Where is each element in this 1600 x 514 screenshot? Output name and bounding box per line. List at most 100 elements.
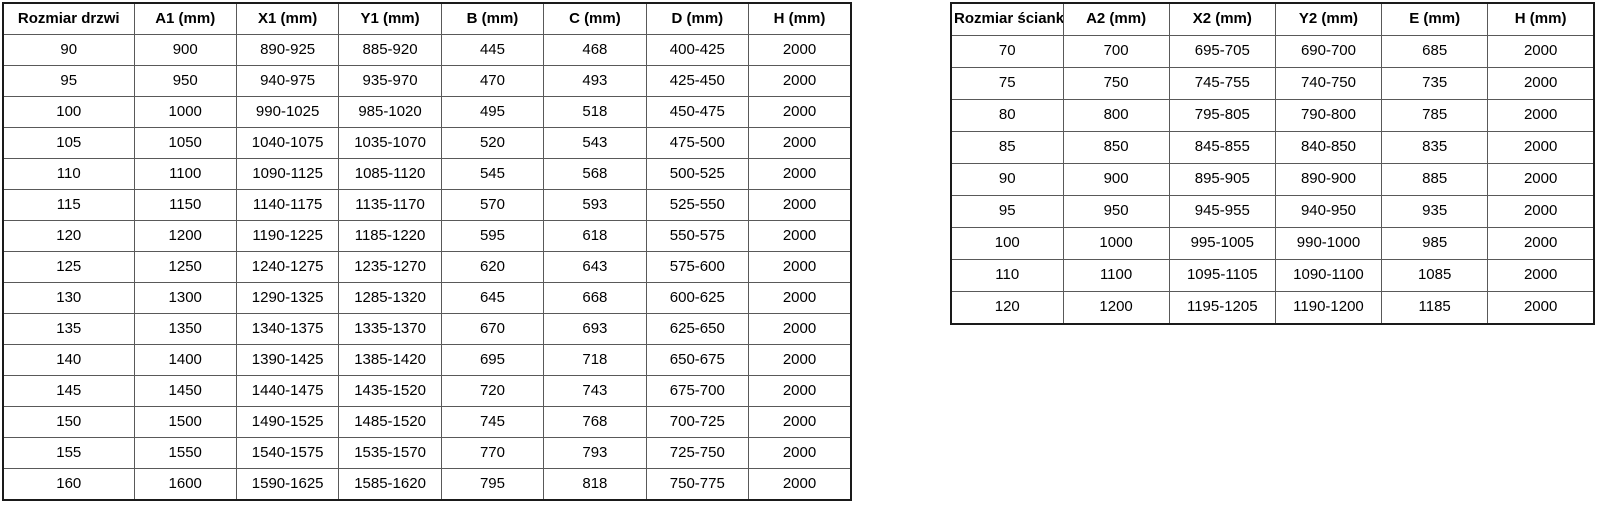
table-cell: 105 xyxy=(2,127,135,159)
table-cell: 1200 xyxy=(133,220,237,252)
table-cell: 2000 xyxy=(1487,195,1595,228)
table-cell: 1435-1520 xyxy=(338,375,442,407)
table-cell: 1585-1620 xyxy=(338,468,442,501)
table-cell: 895-905 xyxy=(1168,163,1276,196)
table-cell: 1485-1520 xyxy=(338,406,442,438)
table-cell: 2000 xyxy=(1487,291,1595,325)
table-cell: 940-950 xyxy=(1274,195,1383,228)
table-cell: 2000 xyxy=(748,65,852,97)
table-cell: 945-955 xyxy=(1168,195,1276,228)
table-cell: 1600 xyxy=(133,468,237,501)
table-cell: 735 xyxy=(1381,67,1489,100)
table-cell: 793 xyxy=(543,437,647,469)
table-cell: 885 xyxy=(1381,163,1489,196)
table-cell: 568 xyxy=(543,158,647,190)
table-cell: 750 xyxy=(1062,67,1170,100)
table-cell: 1140-1175 xyxy=(235,189,340,221)
table-cell: 2000 xyxy=(748,220,852,252)
table-row: 145 1450 1440-1475 1435-1520 720 743 675-700 20… xyxy=(2,375,852,407)
table-cell: 570 xyxy=(440,189,545,221)
table-cell: 1185 xyxy=(1381,291,1489,325)
table-row: 110 1100 1090-1125 1085-1120 545 568 500-525 20… xyxy=(2,158,852,190)
table-cell: 950 xyxy=(1062,195,1170,228)
table-cell: 818 xyxy=(543,468,647,501)
table-row: 150 1500 1490-1525 1485-1520 745 768 700-725 20… xyxy=(2,406,852,438)
column-header: Y1 (mm) xyxy=(338,2,442,35)
table-cell: 1185-1220 xyxy=(338,220,442,252)
table-cell: 740-750 xyxy=(1274,67,1383,100)
table-cell: 2000 xyxy=(748,437,852,469)
table-cell: 400-425 xyxy=(645,34,750,66)
table-cell: 1450 xyxy=(133,375,237,407)
table-cell: 1590-1625 xyxy=(235,468,340,501)
column-header: Y2 (mm) xyxy=(1274,2,1383,36)
table-cell: 1040-1075 xyxy=(235,127,340,159)
table-cell: 543 xyxy=(543,127,647,159)
table-cell: 2000 xyxy=(748,127,852,159)
table-cell: 125 xyxy=(2,251,135,283)
table-cell: 2000 xyxy=(1487,131,1595,164)
table-cell: 150 xyxy=(2,406,135,438)
table-row: 125 1250 1240-1275 1235-1270 620 643 575-600 20… xyxy=(2,251,852,283)
table-cell: 2000 xyxy=(748,251,852,283)
wall-sizes-table: Rozmiar ścianki A2 (mm) X2 (mm) Y2 (mm) E (m… xyxy=(950,2,1595,325)
table-cell: 1200 xyxy=(1062,291,1170,325)
table-cell: 593 xyxy=(543,189,647,221)
table-cell: 750-775 xyxy=(645,468,750,501)
table-cell: 468 xyxy=(543,34,647,66)
table-row: 100 1000 990-1025 985-1020 495 518 450-475 2000 xyxy=(2,96,852,128)
table-cell: 95 xyxy=(950,195,1064,228)
table-cell: 1090-1100 xyxy=(1274,259,1383,292)
table-cell: 2000 xyxy=(748,313,852,345)
table-row: 100 1000 995-1005 990-1000 985 2000 xyxy=(950,227,1595,260)
header-row: Rozmiar drzwi A1 (mm) X1 (mm) Y1 (mm) B (mm)… xyxy=(2,2,852,35)
table-cell: 525-550 xyxy=(645,189,750,221)
table-cell: 745-755 xyxy=(1168,67,1276,100)
table-cell: 845-855 xyxy=(1168,131,1276,164)
table-cell: 1490-1525 xyxy=(235,406,340,438)
table-cell: 1085-1120 xyxy=(338,158,442,190)
table-cell: 840-850 xyxy=(1274,131,1383,164)
table-cell: 1290-1325 xyxy=(235,282,340,314)
column-header: H (mm) xyxy=(1487,2,1595,36)
table-cell: 80 xyxy=(950,99,1064,132)
table-row: 120 1200 1190-1225 1185-1220 595 618 550-575 20… xyxy=(2,220,852,252)
table-cell: 675-700 xyxy=(645,375,750,407)
table-cell: 500-525 xyxy=(645,158,750,190)
table-row: 160 1600 1590-1625 1585-1620 795 818 750-775 20… xyxy=(2,468,852,501)
table-cell: 785 xyxy=(1381,99,1489,132)
table-cell: 625-650 xyxy=(645,313,750,345)
table-cell: 695-705 xyxy=(1168,35,1276,68)
table-cell: 743 xyxy=(543,375,647,407)
table-cell: 493 xyxy=(543,65,647,97)
table-cell: 550-575 xyxy=(645,220,750,252)
table-cell: 450-475 xyxy=(645,96,750,128)
table-cell: 1235-1270 xyxy=(338,251,442,283)
table-cell: 990-1025 xyxy=(235,96,340,128)
table-cell: 700 xyxy=(1062,35,1170,68)
table-cell: 2000 xyxy=(1487,67,1595,100)
table-cell: 155 xyxy=(2,437,135,469)
table-cell: 1035-1070 xyxy=(338,127,442,159)
table-cell: 645 xyxy=(440,282,545,314)
table-cell: 695 xyxy=(440,344,545,376)
table-cell: 1350 xyxy=(133,313,237,345)
table-cell: 720 xyxy=(440,375,545,407)
table-row: 130 1300 1290-1325 1285-1320 645 668 600-625 20… xyxy=(2,282,852,314)
table-cell: 2000 xyxy=(748,158,852,190)
table-cell: 1050 xyxy=(133,127,237,159)
table-cell: 160 xyxy=(2,468,135,501)
table-cell: 770 xyxy=(440,437,545,469)
table-cell: 693 xyxy=(543,313,647,345)
table-cell: 445 xyxy=(440,34,545,66)
table-cell: 790-800 xyxy=(1274,99,1383,132)
table-cell: 2000 xyxy=(748,406,852,438)
column-header: B (mm) xyxy=(440,2,545,35)
table-cell: 890-900 xyxy=(1274,163,1383,196)
column-header: A1 (mm) xyxy=(133,2,237,35)
table-cell: 110 xyxy=(2,158,135,190)
table-row: 110 1100 1095-1105 1090-1100 1085 2000 xyxy=(950,259,1595,292)
table-row: 120 1200 1195-1205 1190-1200 1185 2000 xyxy=(950,291,1595,325)
table-cell: 1190-1200 xyxy=(1274,291,1383,325)
table-cell: 885-920 xyxy=(338,34,442,66)
